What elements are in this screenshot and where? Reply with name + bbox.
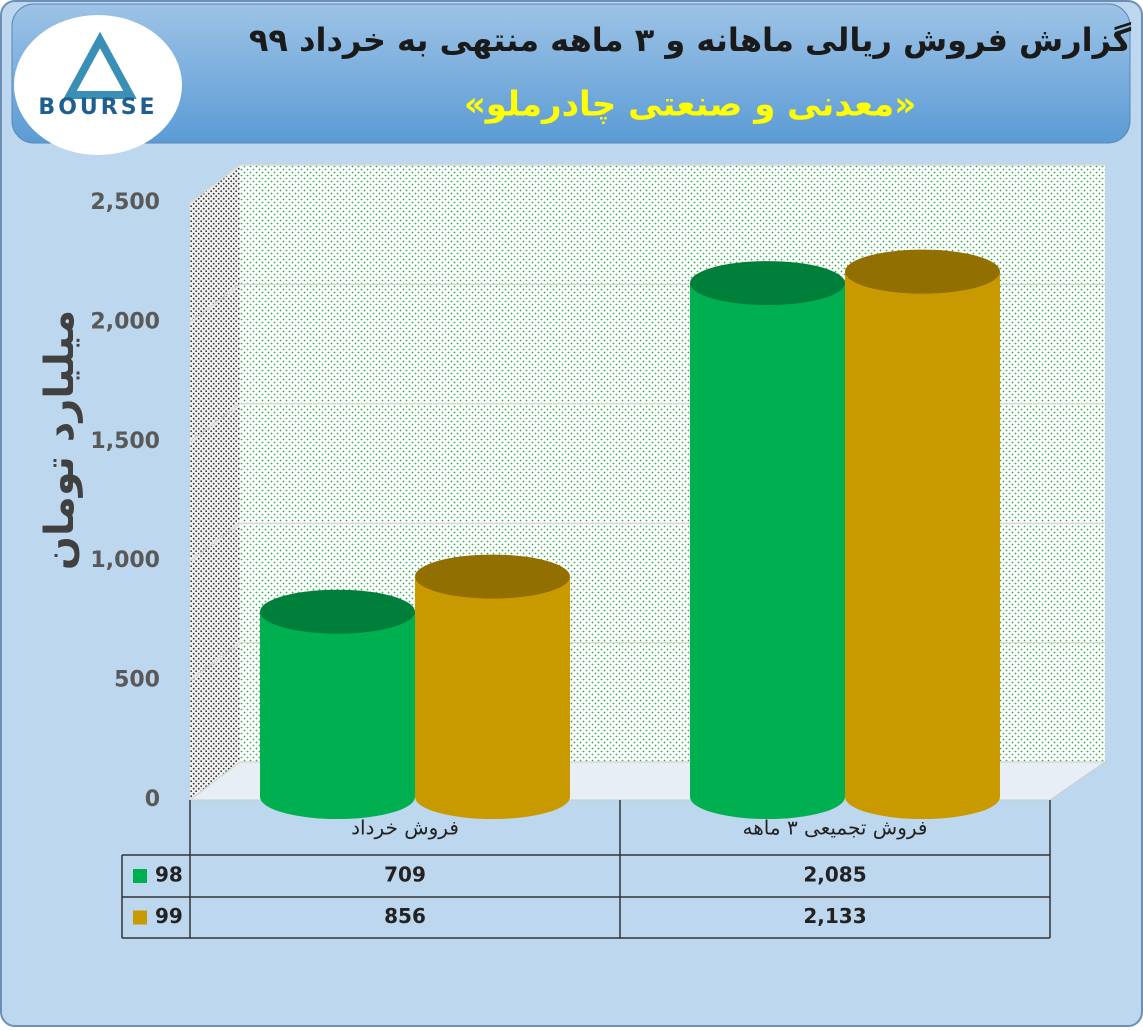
logo-bg xyxy=(14,15,182,155)
grid-line-side xyxy=(189,164,241,204)
bar xyxy=(260,589,415,819)
y-tick-label: 500 xyxy=(114,668,160,693)
grid-line-side xyxy=(189,761,241,801)
grid-line-side xyxy=(189,283,241,323)
table-value: 2,133 xyxy=(803,904,866,928)
table-value: 856 xyxy=(384,904,426,928)
table-value: 2,085 xyxy=(803,863,866,887)
y-tick-label: 2,000 xyxy=(90,309,160,334)
chart-subtitle: «معدنی و صنعتی چادرملو» xyxy=(464,85,916,125)
y-tick-label: 2,500 xyxy=(90,190,160,215)
bar xyxy=(415,554,570,819)
grid-line-side xyxy=(189,403,241,443)
y-tick-label: 1,500 xyxy=(90,429,160,454)
grid-line-side xyxy=(189,522,241,562)
y-axis-label: میلیارد تومان xyxy=(37,310,83,570)
legend-swatch xyxy=(133,910,147,925)
bar xyxy=(690,261,845,819)
side-wall xyxy=(190,165,240,800)
grid-line-side xyxy=(189,642,241,682)
legend-swatch xyxy=(133,869,147,883)
y-tick-label: 1,000 xyxy=(90,548,160,573)
x-tick-label: فروش خرداد xyxy=(351,816,459,840)
legend-label: 98 xyxy=(155,863,183,887)
logo-mark xyxy=(63,31,137,99)
chart-title: گزارش فروش ریالی ماهانه و ۳ ماهه منتهی ب… xyxy=(249,21,1132,59)
table-value: 709 xyxy=(384,863,426,887)
y-tick-label: 0 xyxy=(145,787,160,812)
bar xyxy=(845,249,1000,819)
header xyxy=(11,3,1131,144)
x-tick-label: فروش تجمیعی ۳ ماهه xyxy=(743,816,928,840)
logo-text: BOURSE xyxy=(38,95,157,120)
legend-label: 99 xyxy=(155,904,183,928)
